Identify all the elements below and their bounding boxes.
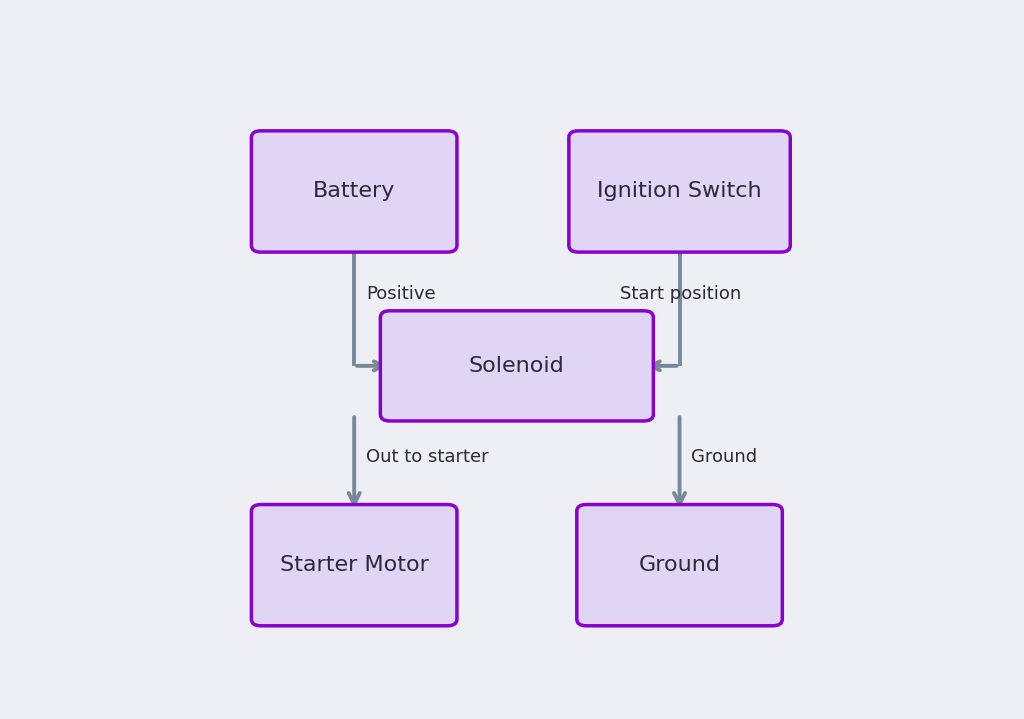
Text: Starter Motor: Starter Motor [280, 555, 429, 575]
FancyBboxPatch shape [252, 505, 457, 626]
Text: Battery: Battery [313, 181, 395, 201]
Text: Ground: Ground [639, 555, 721, 575]
Text: Solenoid: Solenoid [469, 356, 565, 376]
Text: Positive: Positive [367, 285, 435, 303]
FancyBboxPatch shape [252, 131, 457, 252]
Text: Ignition Switch: Ignition Switch [597, 181, 762, 201]
Text: Start position: Start position [620, 285, 741, 303]
Text: Out to starter: Out to starter [367, 448, 488, 466]
FancyBboxPatch shape [577, 505, 782, 626]
Text: Ground: Ground [691, 448, 758, 466]
FancyBboxPatch shape [569, 131, 791, 252]
FancyBboxPatch shape [380, 311, 653, 421]
